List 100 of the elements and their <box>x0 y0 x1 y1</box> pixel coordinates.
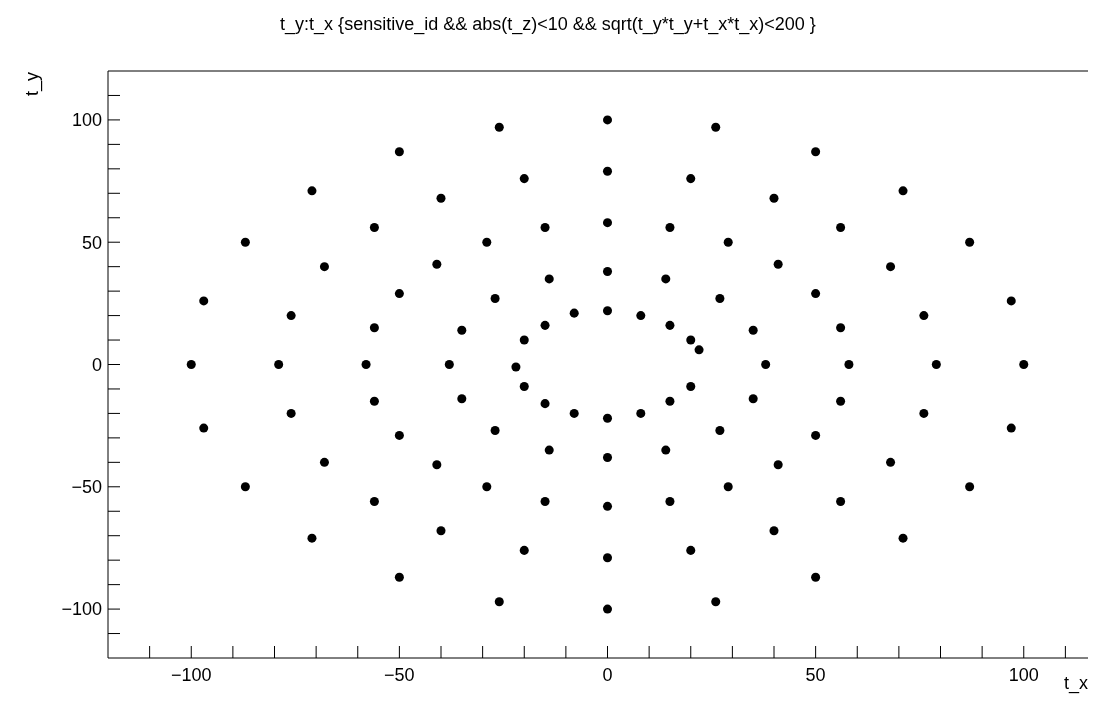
point <box>836 396 846 406</box>
point <box>457 325 467 335</box>
point <box>602 501 613 511</box>
point <box>661 445 671 455</box>
point <box>686 382 696 392</box>
point <box>436 526 446 536</box>
point <box>1006 423 1016 433</box>
point <box>394 430 404 440</box>
point <box>602 166 613 176</box>
point <box>319 457 329 467</box>
point <box>811 572 821 582</box>
point <box>723 237 733 247</box>
point <box>661 274 671 284</box>
point <box>965 237 975 247</box>
chart-title: t_y:t_x {sensitive_id && abs(t_z)<10 && sqrt(t_y*t_y+t_x*t_x)<200 } <box>279 14 817 35</box>
point <box>602 452 613 462</box>
x-axis-title: t_x <box>1063 673 1088 694</box>
point <box>931 359 941 370</box>
point <box>519 382 529 392</box>
point <box>748 325 758 335</box>
point <box>769 526 779 536</box>
x-tick-label: 50 <box>805 664 826 685</box>
point <box>1019 359 1029 370</box>
point <box>602 218 613 228</box>
point <box>274 359 284 370</box>
point <box>394 289 404 299</box>
point <box>511 362 521 372</box>
point <box>494 597 504 607</box>
point <box>540 223 550 233</box>
point <box>569 308 579 318</box>
point <box>773 259 783 269</box>
y-tick-label: 100 <box>71 110 102 131</box>
point <box>665 396 675 406</box>
point <box>544 274 554 284</box>
point <box>240 482 250 492</box>
x-tick-label: −50 <box>384 664 415 685</box>
point <box>665 223 675 233</box>
y-tick-label: −50 <box>71 477 102 498</box>
point <box>811 430 821 440</box>
point <box>919 408 929 418</box>
point <box>199 296 209 306</box>
point <box>711 597 721 607</box>
point <box>519 545 529 555</box>
point <box>432 259 442 269</box>
point <box>490 426 500 436</box>
point <box>686 335 696 345</box>
point <box>369 323 379 333</box>
point <box>569 408 579 418</box>
point <box>723 482 733 492</box>
point <box>361 359 371 370</box>
point <box>748 394 758 404</box>
point <box>369 496 379 506</box>
point <box>432 460 442 470</box>
point <box>540 399 550 409</box>
point <box>319 262 329 272</box>
point <box>919 311 929 321</box>
point <box>711 122 721 132</box>
point <box>490 293 500 303</box>
point <box>686 174 696 184</box>
point <box>602 413 613 423</box>
point <box>286 408 296 418</box>
point <box>694 345 704 355</box>
point <box>540 496 550 506</box>
point <box>444 359 454 370</box>
point <box>519 335 529 345</box>
point <box>715 293 725 303</box>
x-tick-label: 0 <box>602 664 613 685</box>
point <box>369 396 379 406</box>
point <box>636 408 646 418</box>
point <box>544 445 554 455</box>
point <box>811 147 821 157</box>
point <box>886 457 896 467</box>
point <box>836 323 846 333</box>
point <box>307 533 317 543</box>
point <box>394 147 404 157</box>
point <box>602 115 613 125</box>
point <box>965 482 975 492</box>
y-tick-label: 50 <box>81 232 102 253</box>
point <box>394 572 404 582</box>
point <box>898 186 908 196</box>
x-tick-label: −100 <box>170 664 212 685</box>
point <box>886 262 896 272</box>
y-axis-title: t_y <box>22 71 43 96</box>
point <box>636 311 646 321</box>
point <box>307 186 317 196</box>
point <box>602 267 613 277</box>
point <box>769 193 779 203</box>
point <box>1006 296 1016 306</box>
point <box>602 306 613 316</box>
point <box>482 237 492 247</box>
point <box>186 359 196 370</box>
x-tick-label: 100 <box>1008 664 1039 685</box>
point <box>836 496 846 506</box>
point <box>602 604 613 614</box>
point <box>436 193 446 203</box>
point <box>286 311 296 321</box>
point <box>761 359 771 370</box>
point <box>665 320 675 330</box>
point <box>494 122 504 132</box>
y-tick-label: 0 <box>91 354 102 375</box>
